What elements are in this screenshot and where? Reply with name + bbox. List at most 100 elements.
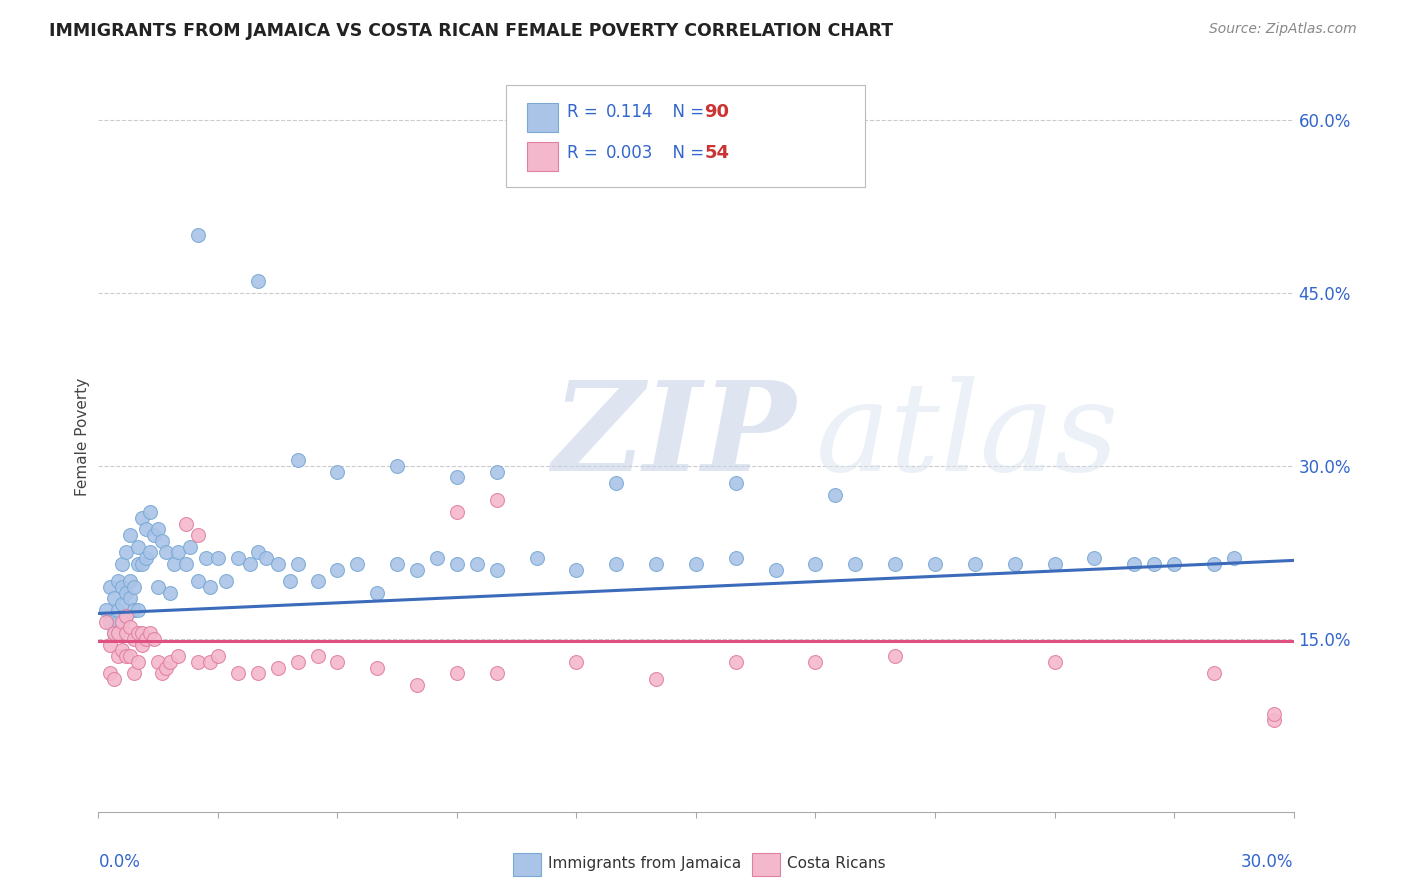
Text: Source: ZipAtlas.com: Source: ZipAtlas.com xyxy=(1209,22,1357,37)
Point xyxy=(685,557,707,571)
Point xyxy=(267,660,290,674)
Point xyxy=(485,493,508,508)
Point xyxy=(645,672,668,686)
Point xyxy=(135,632,157,646)
Point xyxy=(103,626,125,640)
Point xyxy=(115,545,138,559)
Point xyxy=(1163,557,1185,571)
Point xyxy=(143,528,166,542)
Text: ZIP: ZIP xyxy=(553,376,796,498)
Point xyxy=(724,551,747,566)
Point xyxy=(115,626,138,640)
Point xyxy=(226,551,249,566)
Point xyxy=(485,563,508,577)
Point xyxy=(103,672,125,686)
Point xyxy=(406,563,429,577)
Point xyxy=(120,528,142,542)
Point xyxy=(127,626,149,640)
Point xyxy=(131,626,153,640)
Point xyxy=(167,545,190,559)
Point xyxy=(1123,557,1146,571)
Point xyxy=(139,545,162,559)
Point xyxy=(844,557,866,571)
Point xyxy=(174,516,197,531)
Point xyxy=(226,666,249,681)
Text: N =: N = xyxy=(662,103,710,121)
Point xyxy=(143,632,166,646)
Point xyxy=(1043,655,1066,669)
Point xyxy=(366,585,388,599)
Point xyxy=(155,545,177,559)
Point xyxy=(287,453,309,467)
Point xyxy=(179,540,201,554)
Point xyxy=(326,655,349,669)
Point xyxy=(1043,557,1066,571)
Point xyxy=(207,551,229,566)
Point xyxy=(98,638,122,652)
Point xyxy=(111,597,134,611)
Point xyxy=(307,649,329,664)
Point xyxy=(1083,551,1105,566)
Point xyxy=(406,678,429,692)
Point xyxy=(446,505,468,519)
Point xyxy=(139,626,162,640)
Point xyxy=(254,551,277,566)
Point xyxy=(127,655,149,669)
Point xyxy=(1202,557,1225,571)
Point xyxy=(111,557,134,571)
Point xyxy=(326,563,349,577)
Point xyxy=(1263,713,1285,727)
Point xyxy=(174,557,197,571)
Point xyxy=(163,557,186,571)
Text: 30.0%: 30.0% xyxy=(1241,853,1294,871)
Point xyxy=(385,557,409,571)
Point xyxy=(148,655,170,669)
Point xyxy=(605,476,627,491)
Text: 90: 90 xyxy=(704,103,730,121)
Point xyxy=(115,608,138,623)
Text: 0.003: 0.003 xyxy=(606,144,654,161)
Point xyxy=(96,615,118,629)
Point xyxy=(120,620,142,634)
Text: IMMIGRANTS FROM JAMAICA VS COSTA RICAN FEMALE POVERTY CORRELATION CHART: IMMIGRANTS FROM JAMAICA VS COSTA RICAN F… xyxy=(49,22,893,40)
Point xyxy=(107,603,129,617)
Point xyxy=(159,585,181,599)
Point xyxy=(148,580,170,594)
Text: atlas: atlas xyxy=(815,376,1119,498)
Point xyxy=(98,666,122,681)
Point xyxy=(426,551,449,566)
Point xyxy=(107,626,129,640)
Point xyxy=(131,510,153,524)
Point xyxy=(187,228,209,243)
Point xyxy=(465,557,488,571)
Point xyxy=(239,557,262,571)
Point xyxy=(187,528,209,542)
Point xyxy=(131,638,153,652)
Point xyxy=(111,580,134,594)
Point xyxy=(127,557,149,571)
Point xyxy=(485,666,508,681)
Point xyxy=(187,655,209,669)
Point xyxy=(115,608,138,623)
Point xyxy=(148,522,170,536)
Point xyxy=(287,557,309,571)
Text: N =: N = xyxy=(662,144,710,161)
Point xyxy=(111,643,134,657)
Point xyxy=(765,563,787,577)
Point xyxy=(824,488,846,502)
Text: R =: R = xyxy=(567,103,603,121)
Point xyxy=(195,551,218,566)
Point xyxy=(150,533,173,548)
Point xyxy=(1223,551,1246,566)
Point xyxy=(565,563,588,577)
Point xyxy=(135,522,157,536)
Point xyxy=(107,574,129,589)
Point xyxy=(724,655,747,669)
Point xyxy=(1004,557,1026,571)
Point xyxy=(565,655,588,669)
Point xyxy=(246,545,269,559)
Point xyxy=(246,275,269,289)
Point xyxy=(107,615,129,629)
Point xyxy=(198,655,221,669)
Point xyxy=(207,649,229,664)
